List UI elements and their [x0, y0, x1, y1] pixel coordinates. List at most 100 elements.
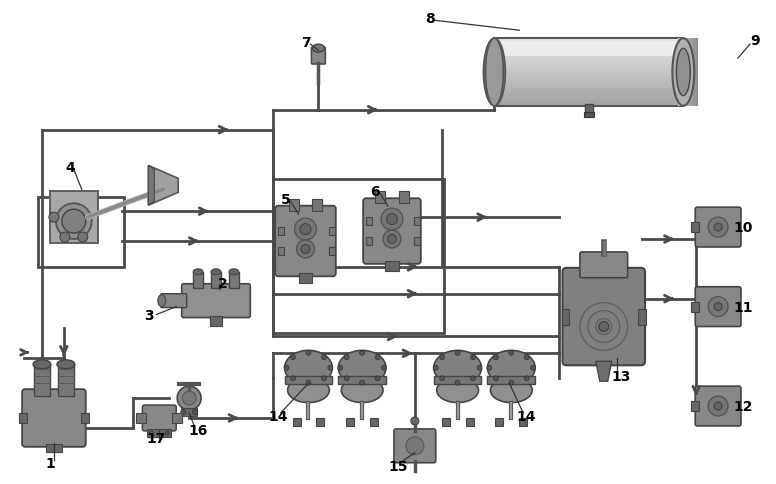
Circle shape [321, 355, 327, 360]
Circle shape [455, 380, 460, 385]
Bar [494, 75, 684, 77]
Bar [497, 42, 681, 57]
Circle shape [714, 224, 722, 231]
FancyBboxPatch shape [394, 429, 436, 463]
Ellipse shape [672, 39, 695, 106]
Bar [494, 46, 684, 48]
Bar [691, 401, 699, 411]
Ellipse shape [434, 350, 481, 385]
Bar [434, 377, 481, 384]
Bar [172, 413, 182, 423]
Circle shape [338, 365, 343, 370]
Bar [494, 95, 684, 98]
Circle shape [165, 431, 169, 435]
Bar [193, 272, 203, 288]
Ellipse shape [677, 49, 691, 96]
Bar [689, 39, 691, 106]
Bar [494, 73, 684, 75]
Bar [370, 418, 378, 426]
Bar [329, 247, 334, 256]
Bar [181, 408, 197, 416]
Ellipse shape [57, 360, 74, 369]
Bar [81, 413, 88, 423]
Bar [494, 53, 684, 55]
Circle shape [290, 376, 296, 381]
Circle shape [411, 417, 419, 425]
Bar [693, 39, 695, 106]
Bar [695, 39, 697, 106]
Bar [414, 218, 420, 226]
Bar [272, 180, 444, 334]
Circle shape [49, 213, 59, 223]
FancyBboxPatch shape [563, 268, 645, 365]
Text: 2: 2 [218, 276, 228, 290]
Bar [313, 199, 322, 211]
Circle shape [455, 350, 460, 356]
Ellipse shape [338, 350, 386, 385]
Text: 1: 1 [45, 456, 55, 470]
Bar [466, 418, 473, 426]
Bar [494, 105, 684, 106]
Circle shape [290, 355, 296, 360]
Circle shape [714, 402, 722, 410]
Circle shape [306, 380, 311, 385]
Circle shape [182, 392, 196, 405]
Circle shape [387, 235, 397, 244]
Bar [685, 39, 686, 106]
Circle shape [149, 431, 154, 435]
Bar [494, 68, 684, 71]
Ellipse shape [158, 295, 166, 307]
Bar [329, 227, 334, 236]
Circle shape [177, 386, 201, 410]
Bar [519, 418, 527, 426]
Circle shape [531, 365, 535, 370]
Bar [686, 39, 688, 106]
Circle shape [56, 204, 92, 240]
Circle shape [359, 350, 365, 356]
Bar [562, 309, 570, 325]
Ellipse shape [33, 360, 51, 369]
Bar [285, 377, 332, 384]
Bar [375, 192, 385, 204]
Circle shape [62, 210, 85, 234]
FancyBboxPatch shape [695, 386, 741, 426]
Ellipse shape [487, 350, 535, 385]
Bar [494, 60, 684, 61]
Bar [289, 199, 299, 211]
Bar [494, 98, 684, 100]
Circle shape [284, 365, 289, 370]
Text: 7: 7 [300, 36, 310, 50]
FancyBboxPatch shape [143, 405, 176, 431]
Circle shape [470, 376, 476, 381]
Bar [494, 41, 684, 44]
Bar [684, 39, 685, 106]
Circle shape [525, 355, 529, 360]
Text: 13: 13 [611, 369, 630, 383]
Bar [346, 418, 354, 426]
Bar [494, 91, 684, 93]
Ellipse shape [313, 45, 324, 53]
Bar [366, 238, 372, 245]
Bar [414, 238, 420, 245]
Circle shape [525, 376, 529, 381]
Bar [494, 50, 684, 53]
Bar [385, 261, 399, 271]
Bar [584, 112, 594, 118]
Ellipse shape [229, 269, 239, 275]
Circle shape [509, 350, 514, 356]
Ellipse shape [341, 378, 383, 403]
Polygon shape [148, 166, 178, 206]
FancyBboxPatch shape [580, 253, 628, 278]
Circle shape [406, 437, 424, 455]
Text: 10: 10 [733, 221, 753, 235]
Circle shape [375, 376, 380, 381]
Bar [494, 44, 684, 46]
Bar [494, 77, 684, 79]
Circle shape [295, 219, 317, 241]
Bar [494, 57, 684, 60]
Bar [680, 39, 681, 106]
Bar [697, 39, 698, 106]
Bar [691, 223, 699, 233]
Circle shape [509, 380, 514, 385]
Bar [34, 364, 50, 396]
